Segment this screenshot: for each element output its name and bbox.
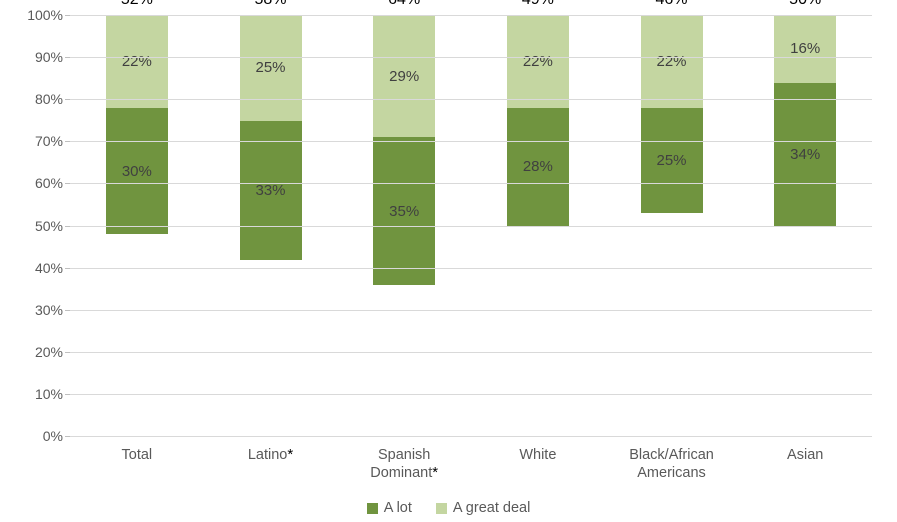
- y-axis-label: 60%: [15, 175, 63, 191]
- y-axis-label: 30%: [15, 302, 63, 318]
- gridline: [70, 57, 872, 58]
- y-axis-label: 10%: [15, 386, 63, 402]
- bar-total-label: 46%: [656, 0, 688, 9]
- bar-total-label: 58%: [254, 0, 286, 9]
- bar-total-label: 52%: [121, 0, 153, 9]
- y-axis-label: 100%: [15, 7, 63, 23]
- segment-value-label: 22%: [122, 53, 152, 70]
- bar-stack: 34%16%50%: [774, 15, 836, 226]
- bar-stack: 35%29%64%: [373, 15, 435, 285]
- y-axis-label: 40%: [15, 260, 63, 276]
- gridline: [70, 310, 872, 311]
- bar-stack: 28%22%49%: [507, 15, 569, 226]
- x-axis-label: Black/AfricanAmericans: [605, 442, 739, 490]
- segment-value-label: 25%: [657, 152, 687, 169]
- y-axis-label: 50%: [15, 218, 63, 234]
- legend: A lot A great deal: [0, 500, 897, 516]
- segment-value-label: 29%: [389, 68, 419, 85]
- segment-value-label: 25%: [255, 59, 285, 76]
- bar-total-label: 64%: [388, 0, 420, 9]
- stacked-bar-chart: 30% 22% 52% 33%25%58% 35% 29% 64% 28% 22% 49% 25% 2…: [0, 0, 897, 522]
- legend-label: A great deal: [453, 500, 530, 516]
- bar-total-label: 49%: [522, 0, 554, 9]
- legend-item: A great deal: [436, 500, 530, 516]
- x-axis-label: SpanishDominant*: [337, 442, 471, 490]
- y-axis-label: 20%: [15, 344, 63, 360]
- segment-value-label: 22%: [657, 53, 687, 70]
- bar-stack: 33%25%58%: [240, 15, 302, 260]
- bar-segment-a-lot: 30%: [106, 108, 168, 235]
- y-axis-label: 80%: [15, 91, 63, 107]
- plot-area: 30%22%52%33%25%58%35%29%64%28%22%49%25%2…: [70, 15, 872, 437]
- bar-segment-a-lot: 35%: [373, 137, 435, 285]
- gridline: [70, 394, 872, 395]
- segment-value-label: 28%: [523, 158, 553, 175]
- y-axis-label: 0%: [15, 428, 63, 444]
- legend-item: A lot: [367, 500, 412, 516]
- segment-value-label: 34%: [790, 146, 820, 163]
- segment-value-label: 30%: [122, 163, 152, 180]
- x-axis-labels: TotalLatino*SpanishDominant*WhiteBlack/A…: [70, 442, 872, 490]
- bar-segment-a-great-deal: 25%: [240, 15, 302, 121]
- gridline: [70, 268, 872, 269]
- gridline: [70, 352, 872, 353]
- gridline: [70, 141, 872, 142]
- bar-segment-a-lot: 28%: [507, 108, 569, 226]
- legend-label: A lot: [384, 500, 412, 516]
- bar-segment-a-great-deal: 22%: [641, 15, 703, 108]
- bar-segment-a-great-deal: 22%: [106, 15, 168, 108]
- y-axis-label: 90%: [15, 49, 63, 65]
- bar-stack: 30%22%52%: [106, 15, 168, 234]
- bar-total-label: 50%: [789, 0, 821, 9]
- gridline: [70, 183, 872, 184]
- x-axis-label: Asian: [738, 442, 872, 490]
- x-axis-label: White: [471, 442, 605, 490]
- legend-swatch: [367, 503, 378, 514]
- x-axis-label: Total: [70, 442, 204, 490]
- y-axis-label: 70%: [15, 133, 63, 149]
- gridline: [70, 436, 872, 437]
- gridline: [70, 15, 872, 16]
- segment-value-label: 22%: [523, 53, 553, 70]
- bar-segment-a-great-deal: 29%: [373, 15, 435, 137]
- gridline: [70, 226, 872, 227]
- bar-segment-a-great-deal: 16%: [774, 15, 836, 83]
- x-axis-label: Latino*: [204, 442, 338, 490]
- bar-segment-a-lot: 25%: [641, 108, 703, 214]
- gridline: [70, 99, 872, 100]
- legend-swatch: [436, 503, 447, 514]
- bar-segment-a-great-deal: 22%: [507, 15, 569, 108]
- bar-segment-a-lot: 34%: [774, 83, 836, 226]
- segment-value-label: 16%: [790, 40, 820, 57]
- segment-value-label: 35%: [389, 203, 419, 220]
